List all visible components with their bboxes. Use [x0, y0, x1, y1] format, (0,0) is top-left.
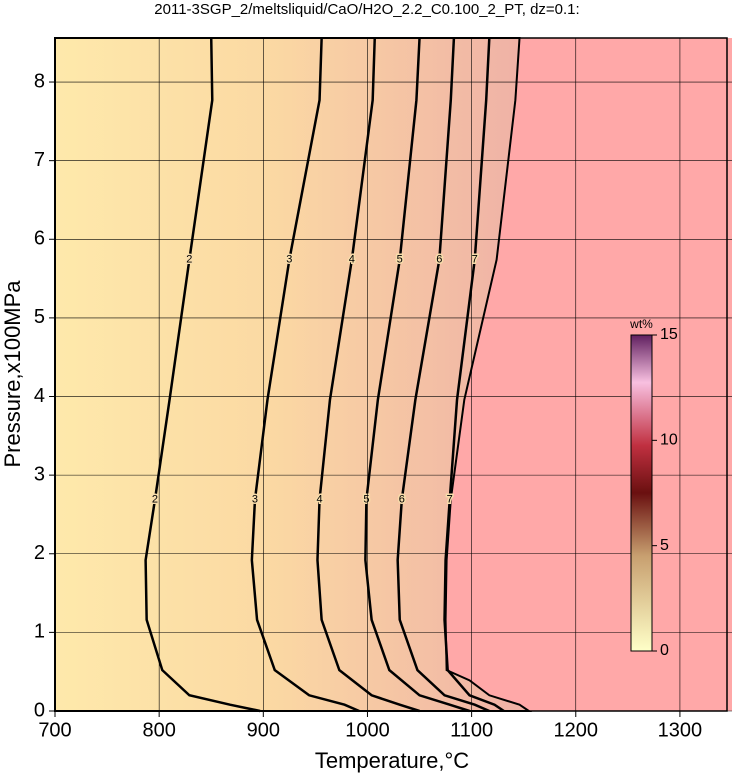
y-tick-label: 5: [34, 306, 45, 328]
x-tick-label: 1300: [658, 719, 703, 741]
x-tick-label: 1100: [450, 719, 493, 741]
contour-label: 7: [472, 254, 478, 266]
contour-label: 2: [186, 254, 192, 266]
colorbar-label: wt%: [629, 317, 653, 331]
y-tick-label: 1: [34, 621, 45, 643]
contour-label: 5: [397, 254, 403, 266]
y-axis-label: Pressure,x100MPa: [0, 280, 25, 468]
y-tick-label: 4: [34, 385, 45, 407]
x-tick-label: 700: [38, 719, 71, 741]
y-tick-label: 7: [34, 149, 45, 171]
x-tick-label: 900: [247, 719, 280, 741]
x-axis-label: Temperature,°C: [315, 748, 469, 773]
contour-line: [364, 37, 470, 713]
colorbar-tick-label: 10: [660, 432, 678, 449]
contour-line: [144, 37, 261, 713]
colorbar-tick-label: 0: [660, 642, 669, 659]
contour-label: 6: [436, 254, 442, 266]
x-tick-label: 1000: [345, 719, 390, 741]
contour-label: 3: [252, 493, 258, 505]
contour-label: 4: [316, 493, 322, 505]
colorbar-tick-label: 5: [660, 537, 669, 554]
chart-title: 2011-3SGP_2/meltsliquid/CaO/H2O_2.2_C0.1…: [154, 1, 579, 18]
contour-line: [250, 37, 360, 713]
contour-label: 6: [399, 493, 405, 505]
contour-line: [316, 37, 420, 713]
contour-label: 4: [349, 254, 355, 266]
y-tick-label: 6: [34, 228, 45, 250]
y-tick-label: 0: [34, 699, 45, 721]
contour-label: 5: [363, 493, 369, 505]
colorbar-tick-label: 15: [660, 326, 678, 343]
contour-label: 3: [286, 254, 292, 266]
plot-frame: [54, 37, 728, 712]
y-tick-label: 2: [34, 542, 45, 564]
contour-label: 2: [152, 493, 158, 505]
contour-line: [396, 37, 490, 713]
y-tick-label: 3: [34, 463, 45, 485]
x-tick-label: 1200: [554, 719, 599, 741]
y-tick-label: 8: [34, 70, 45, 92]
colorbar: [630, 334, 653, 652]
contour-line: [443, 37, 505, 713]
x-tick-label: 800: [142, 719, 175, 741]
contour-label: 7: [447, 493, 453, 505]
